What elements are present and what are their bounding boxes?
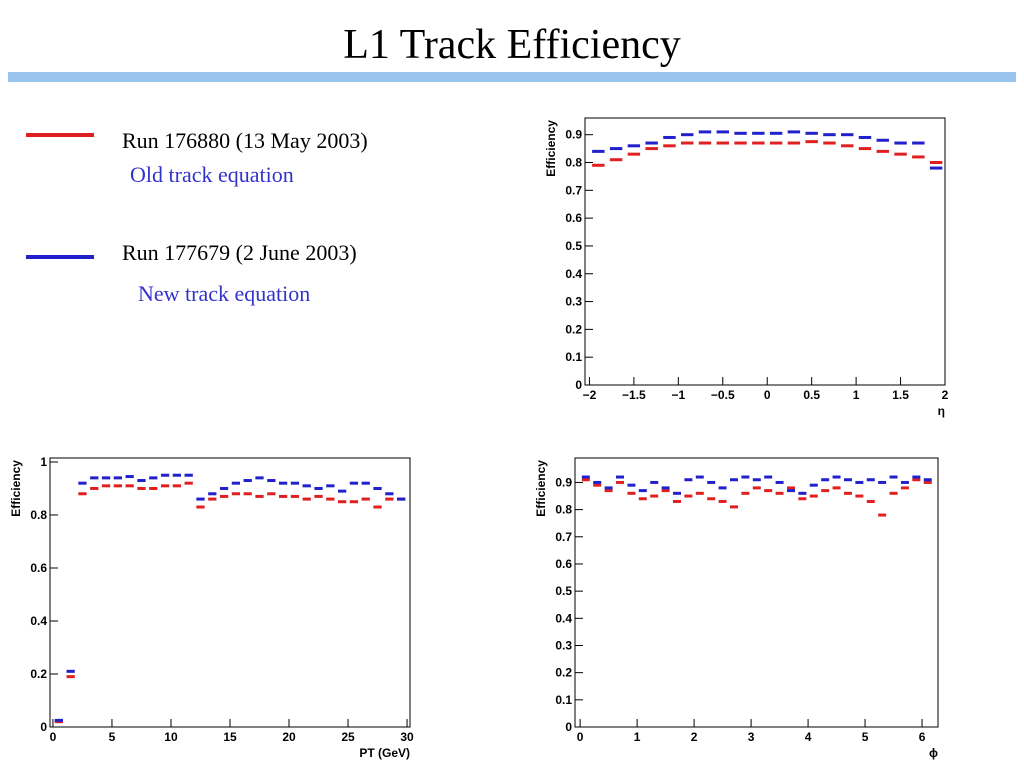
y-tick-label: 0.1	[555, 693, 572, 707]
title-bar	[8, 72, 1016, 82]
legend-label: Run 176880 (13 May 2003)	[122, 128, 368, 153]
y-axis-label: Efficiency	[9, 460, 23, 517]
y-tick-label: 0.3	[555, 638, 572, 652]
y-tick-label: 0.8	[30, 508, 47, 522]
plot-frame	[584, 117, 946, 386]
x-tick-label: −1.5	[622, 388, 646, 402]
x-tick-label: 30	[400, 730, 414, 744]
x-tick-label: 2	[691, 730, 698, 744]
x-tick-label: 5	[109, 730, 116, 744]
y-tick-label: 0.6	[565, 211, 582, 225]
x-tick-label: 0	[764, 388, 771, 402]
slide-title: L1 Track Efficiency	[343, 22, 680, 68]
y-tick-label: 0.1	[565, 350, 582, 364]
x-tick-label: −0.5	[711, 388, 735, 402]
y-tick-label: 0.3	[565, 295, 582, 309]
y-tick-label: 0.2	[565, 322, 582, 336]
x-tick-label: 10	[164, 730, 178, 744]
x-tick-label: 3	[748, 730, 755, 744]
y-tick-label: 0.9	[565, 128, 582, 142]
y-tick-label: 0.2	[30, 667, 47, 681]
x-tick-label: 0.5	[803, 388, 820, 402]
y-axis-label: Efficiency	[534, 460, 548, 517]
y-tick-label: 0.6	[555, 557, 572, 571]
y-tick-label: 0.9	[555, 475, 572, 489]
y-axis-label: Efficiency	[544, 120, 558, 177]
x-tick-label: 1	[634, 730, 641, 744]
y-tick-label: 0.2	[555, 666, 572, 680]
x-tick-label: 25	[341, 730, 355, 744]
y-tick-label: 0.4	[565, 267, 582, 281]
y-tick-label: 0	[565, 720, 572, 734]
legend-note: Old track equation	[130, 162, 294, 187]
x-tick-label: −2	[583, 388, 597, 402]
x-tick-label: 0	[50, 730, 57, 744]
x-tick-label: 1.5	[892, 388, 909, 402]
legend-note: New track equation	[138, 281, 310, 306]
x-axis-label: η	[938, 404, 945, 418]
x-tick-label: 0	[577, 730, 584, 744]
y-tick-label: 0.7	[555, 530, 572, 544]
y-tick-label: 0	[40, 720, 47, 734]
y-tick-label: 0.5	[555, 584, 572, 598]
x-tick-label: −1	[671, 388, 685, 402]
y-tick-label: 0.5	[565, 239, 582, 253]
plot-frame	[49, 457, 411, 728]
y-tick-label: 0.8	[555, 503, 572, 517]
x-tick-label: 1	[853, 388, 860, 402]
x-axis-label: ϕ	[929, 746, 938, 760]
x-tick-label: 2	[942, 388, 949, 402]
y-tick-label: 0.4	[30, 614, 47, 628]
x-axis-label: PT (GeV)	[359, 746, 410, 760]
x-tick-label: 4	[805, 730, 812, 744]
legend-label: Run 177679 (2 June 2003)	[122, 240, 357, 265]
y-tick-label: 1	[40, 455, 47, 469]
x-tick-label: 15	[223, 730, 237, 744]
x-tick-label: 20	[282, 730, 296, 744]
y-tick-label: 0.8	[565, 156, 582, 170]
y-tick-label: 0.6	[30, 561, 47, 575]
x-tick-label: 5	[862, 730, 869, 744]
y-tick-label: 0.4	[555, 611, 572, 625]
plot-frame	[574, 457, 939, 728]
y-tick-label: 0.7	[565, 183, 582, 197]
y-tick-label: 0	[575, 378, 582, 392]
x-tick-label: 6	[919, 730, 926, 744]
